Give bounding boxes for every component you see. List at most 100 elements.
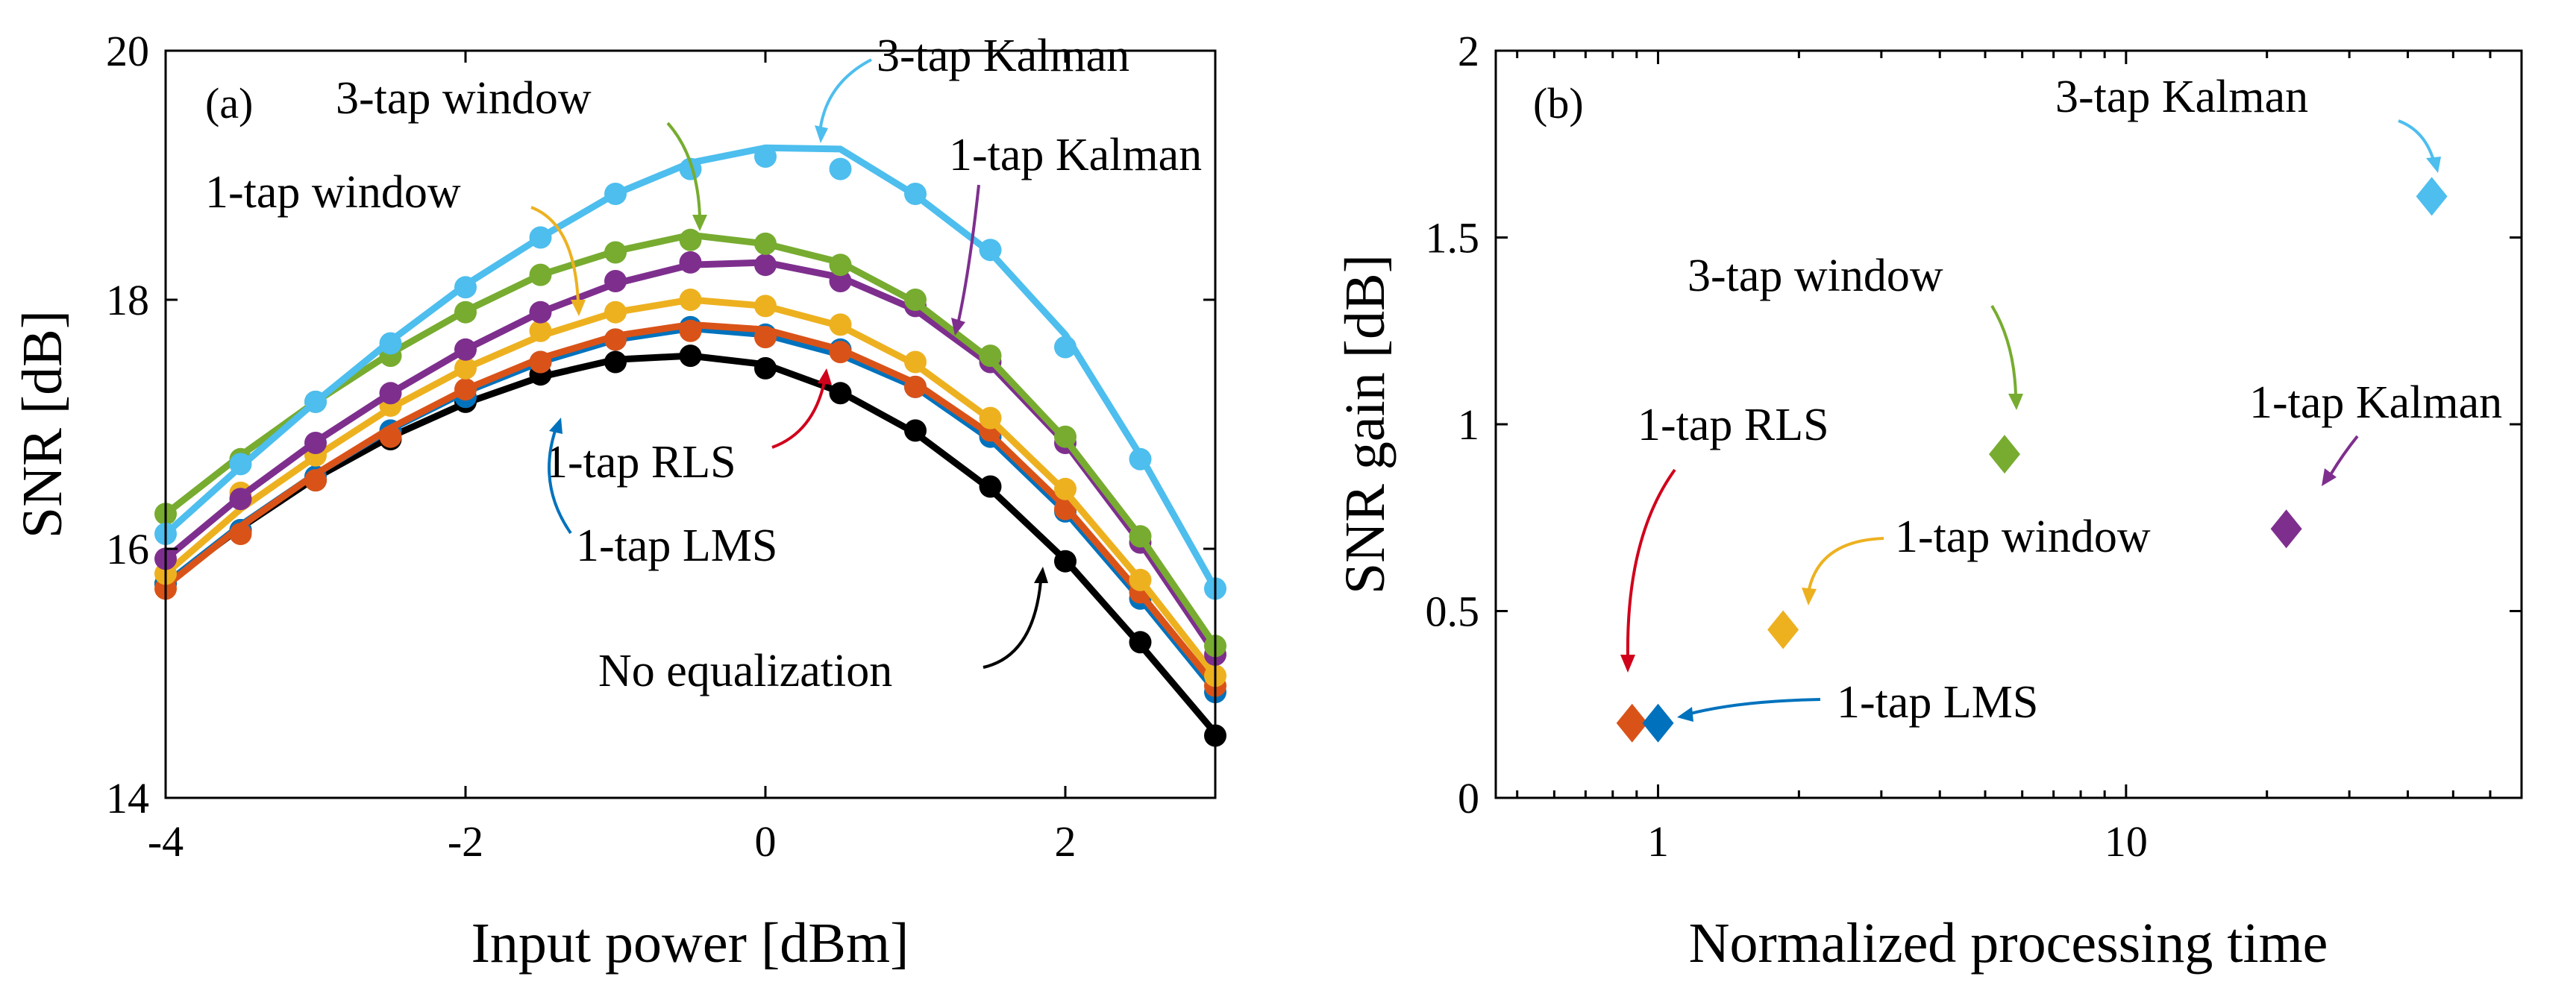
point-1-tap-kalman bbox=[2270, 509, 2302, 549]
arrow-a-1tap-rls bbox=[771, 381, 826, 449]
arrowhead-a-no-equalization bbox=[1034, 567, 1048, 583]
point-1-tap-rls bbox=[1616, 703, 1648, 743]
marker-3-tap-kalman-6 bbox=[604, 183, 627, 205]
marker-3-tap-window-7 bbox=[679, 228, 702, 251]
marker-3-tap-kalman-1 bbox=[229, 453, 252, 476]
point-1-tap-window bbox=[1767, 610, 1799, 649]
marker-1-tap-window-6 bbox=[604, 301, 627, 324]
marker-1-tap-window-7 bbox=[679, 289, 702, 311]
arrow-b-1tap-lms bbox=[1687, 698, 1821, 716]
marker-1-tap-rls-12 bbox=[1054, 497, 1077, 520]
panel-a-series bbox=[154, 144, 1226, 747]
marker-1-tap-kalman-4 bbox=[454, 338, 477, 361]
arrowhead-a-1tap-lms bbox=[549, 418, 562, 434]
marker-1-tap-rls-1 bbox=[229, 523, 252, 545]
annot-a-3tap-window: 3-tap window bbox=[336, 73, 592, 124]
a-ytick-label-2: 18 bbox=[106, 276, 149, 324]
b-ytick-label-3: 1.5 bbox=[1426, 214, 1480, 262]
panel-a-xlabel: Input power [dBm] bbox=[471, 912, 909, 975]
a-ytick-label-0: 14 bbox=[106, 774, 149, 822]
arrow-b-3tap-window bbox=[1990, 304, 2017, 396]
b-ytick-label-4: 2 bbox=[1458, 27, 1479, 75]
b-xtick-label-0: 1 bbox=[1647, 817, 1669, 866]
marker-3-tap-window-10 bbox=[904, 289, 927, 311]
marker-no-equalization-9 bbox=[829, 382, 852, 405]
annot-b-3tap-kalman: 3-tap Kalman bbox=[2055, 72, 2308, 122]
arrowhead-a-1tap-rls bbox=[818, 368, 832, 385]
annot-b-1tap-rls: 1-tap RLS bbox=[1638, 400, 1829, 450]
annot-a-1tap-kalman: 1-tap Kalman bbox=[949, 130, 1202, 180]
marker-1-tap-window-8 bbox=[754, 295, 777, 318]
marker-1-tap-kalman-2 bbox=[304, 432, 327, 454]
marker-1-tap-rls-3 bbox=[379, 425, 402, 448]
marker-1-tap-kalman-9 bbox=[829, 270, 852, 292]
marker-1-tap-rls-7 bbox=[679, 319, 702, 342]
marker-3-tap-kalman-13 bbox=[1129, 447, 1152, 471]
panel-b-label: (b) bbox=[1533, 79, 1584, 128]
marker-1-tap-rls-5 bbox=[529, 350, 552, 374]
marker-3-tap-kalman-9 bbox=[829, 157, 852, 180]
panel-b-ylabel: SNR gain [dB] bbox=[1334, 254, 1397, 594]
annot-b-3tap-window: 3-tap window bbox=[1687, 251, 1943, 301]
marker-3-tap-kalman-4 bbox=[454, 276, 477, 299]
arrowhead-b-1tap-kalman bbox=[2322, 468, 2337, 486]
b-ytick-label-2: 1 bbox=[1458, 400, 1479, 449]
marker-1-tap-window-11 bbox=[979, 406, 1002, 430]
marker-1-tap-window-13 bbox=[1129, 568, 1152, 591]
marker-no-equalization-7 bbox=[679, 344, 702, 368]
a-xtick-label-0: -4 bbox=[148, 817, 184, 866]
marker-1-tap-kalman-6 bbox=[604, 270, 627, 292]
marker-3-tap-kalman-11 bbox=[979, 239, 1002, 262]
marker-1-tap-kalman-1 bbox=[229, 488, 252, 511]
arrow-b-1tap-window bbox=[1808, 537, 1884, 590]
marker-1-tap-rls-6 bbox=[604, 328, 627, 351]
annot-b-1tap-window: 1-tap window bbox=[1895, 512, 2151, 562]
panel-b: 1 10 0 0.5 1 1.5 2 (b) Normalized processing t… bbox=[1334, 27, 2523, 975]
annot-a-1tap-window: 1-tap window bbox=[205, 167, 461, 218]
marker-1-tap-rls-2 bbox=[304, 469, 327, 492]
marker-3-tap-kalman-10 bbox=[904, 183, 927, 205]
marker-no-equalization-10 bbox=[904, 419, 927, 442]
arrow-a-1tap-kalman bbox=[957, 184, 980, 321]
arrow-b-3tap-kalman bbox=[2398, 119, 2435, 161]
marker-1-tap-rls-9 bbox=[829, 341, 852, 364]
marker-1-tap-kalman-7 bbox=[679, 251, 702, 274]
marker-no-equalization-12 bbox=[1054, 550, 1077, 573]
a-xtick-label-3: 2 bbox=[1055, 817, 1077, 866]
arrowhead-a-3tap-window bbox=[692, 215, 707, 231]
a-xtick-label-2: 0 bbox=[755, 817, 777, 866]
panel-a-ticks: -4 -2 0 2 14 16 18 20 bbox=[106, 27, 1215, 866]
marker-3-tap-kalman-5 bbox=[529, 226, 552, 249]
marker-3-tap-window-6 bbox=[604, 241, 627, 264]
annot-a-1tap-rls: 1-tap RLS bbox=[545, 437, 736, 488]
marker-3-tap-window-4 bbox=[454, 301, 477, 324]
point-1-tap-lms bbox=[1642, 703, 1674, 743]
marker-3-tap-kalman-7 bbox=[679, 157, 702, 180]
arrow-b-1tap-rls bbox=[1626, 468, 1676, 657]
marker-1-tap-window-10 bbox=[904, 350, 927, 374]
a-xtick-label-1: -2 bbox=[448, 817, 483, 866]
annot-b-1tap-lms: 1-tap LMS bbox=[1837, 677, 2038, 728]
marker-1-tap-rls-10 bbox=[904, 375, 927, 398]
arrow-a-3tap-kalman bbox=[819, 58, 872, 128]
marker-3-tap-window-9 bbox=[829, 254, 852, 277]
arrow-a-3tap-window bbox=[666, 122, 701, 217]
arrowhead-b-1tap-window bbox=[1802, 588, 1817, 605]
arrowhead-b-3tap-kalman bbox=[2426, 157, 2441, 173]
annot-a-3tap-kalman: 3-tap Kalman bbox=[877, 31, 1129, 81]
marker-no-equalization-8 bbox=[754, 356, 777, 380]
a-ytick-label-3: 20 bbox=[106, 27, 149, 75]
marker-3-tap-kalman-3 bbox=[379, 332, 402, 355]
arrow-a-1tap-lms bbox=[548, 428, 572, 535]
panel-a: -4 -2 0 2 14 16 18 20 (a) Input power [dBm] SNR… bbox=[11, 27, 1226, 975]
arrow-a-1tap-window bbox=[530, 206, 580, 303]
marker-1-tap-kalman-8 bbox=[754, 254, 777, 277]
annot-a-no-equalization: No equalization bbox=[598, 646, 892, 696]
marker-no-equalization-6 bbox=[604, 350, 627, 374]
marker-1-tap-window-4 bbox=[454, 356, 477, 380]
marker-1-tap-kalman-3 bbox=[379, 382, 402, 405]
marker-1-tap-kalman-5 bbox=[529, 301, 552, 324]
marker-1-tap-rls-8 bbox=[754, 326, 777, 349]
panel-b-axes-box bbox=[1494, 49, 2523, 799]
